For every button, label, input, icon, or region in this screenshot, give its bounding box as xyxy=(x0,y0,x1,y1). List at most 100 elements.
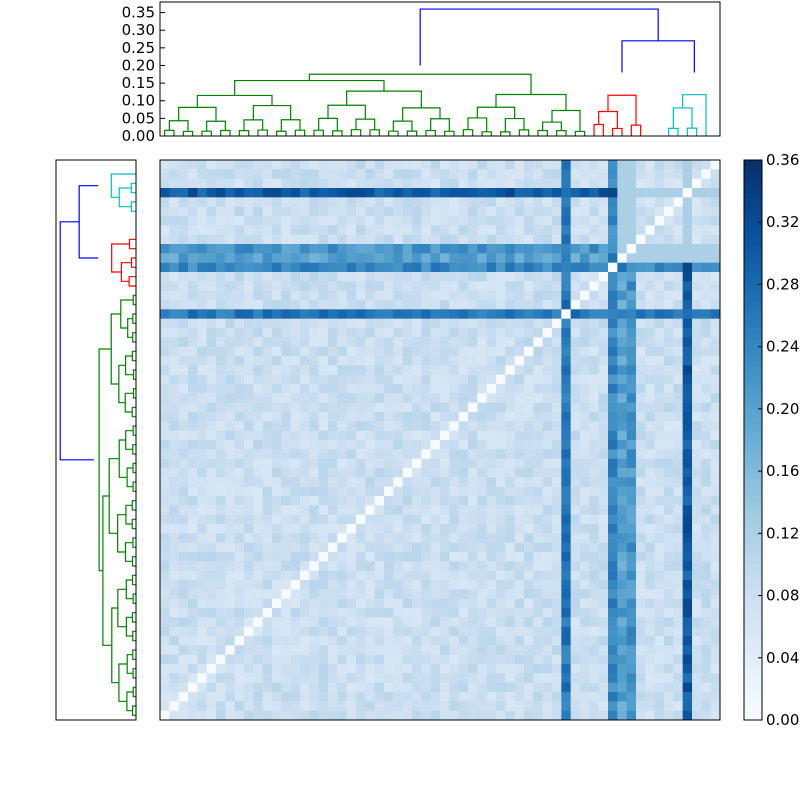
heatmap-cell xyxy=(430,692,441,702)
heatmap-cell xyxy=(589,570,599,581)
heatmap-cell xyxy=(272,253,282,263)
heatmap-cell xyxy=(626,692,637,702)
heatmap-cell xyxy=(337,533,347,543)
heatmap-cell xyxy=(505,421,515,431)
heatmap-cell xyxy=(318,468,329,478)
heatmap-cell xyxy=(225,580,235,590)
heatmap-cell xyxy=(272,244,282,254)
heatmap-cell xyxy=(486,440,497,450)
heatmap-cell xyxy=(216,430,226,441)
heatmap-cell xyxy=(440,290,450,301)
heatmap-cell xyxy=(496,253,506,263)
top-dendrogram-link xyxy=(168,120,189,132)
heatmap-cell xyxy=(496,234,506,245)
heatmap-cell xyxy=(552,197,562,207)
heatmap-cell xyxy=(636,468,646,478)
heatmap-cell xyxy=(552,570,562,581)
heatmap-cell xyxy=(692,412,702,422)
heatmap-cell xyxy=(300,253,310,263)
heatmap-cell xyxy=(365,178,375,189)
heatmap-cell xyxy=(272,430,282,441)
heatmap-cell xyxy=(505,514,515,525)
heatmap-cell xyxy=(206,356,217,366)
heatmap-cell xyxy=(533,449,543,459)
heatmap-cell xyxy=(664,505,674,515)
heatmap-cell xyxy=(160,580,170,590)
heatmap-cell xyxy=(234,197,245,207)
colorbar-segment xyxy=(744,501,762,508)
heatmap-cell xyxy=(393,496,403,506)
heatmap-cell xyxy=(692,542,702,553)
heatmap-cell xyxy=(486,188,497,198)
heatmap-cell xyxy=(458,253,469,263)
heatmap-cell xyxy=(346,682,357,693)
heatmap-cell xyxy=(692,356,702,366)
heatmap-cell xyxy=(244,421,254,431)
heatmap-cell xyxy=(496,178,506,189)
colorbar-segment xyxy=(744,232,762,239)
heatmap-cell xyxy=(430,486,441,497)
heatmap-cell xyxy=(188,262,198,273)
heatmap-cell xyxy=(421,225,431,235)
heatmap-cell xyxy=(486,169,497,179)
heatmap-cell xyxy=(300,449,310,459)
heatmap-cell xyxy=(253,673,263,683)
heatmap-cell xyxy=(598,234,609,245)
heatmap-cell xyxy=(514,262,525,273)
heatmap-cell xyxy=(356,234,366,245)
heatmap-cell xyxy=(505,598,515,609)
top-dendrogram-link xyxy=(518,129,530,136)
heatmap-cell xyxy=(356,673,366,683)
heatmap-cell xyxy=(430,393,441,403)
heatmap-cell xyxy=(458,197,469,207)
heatmap-cell xyxy=(477,225,487,235)
heatmap-cell xyxy=(365,216,375,226)
heatmap-cell xyxy=(682,468,693,478)
heatmap-cell xyxy=(393,244,403,254)
heatmap-cell xyxy=(645,701,655,711)
heatmap-cell xyxy=(216,188,226,198)
heatmap-cell xyxy=(701,673,711,683)
heatmap-cell xyxy=(430,188,441,198)
heatmap-cell xyxy=(440,272,450,282)
colorbar-segment xyxy=(744,552,762,558)
heatmap-cell xyxy=(309,225,319,235)
heatmap-cell xyxy=(617,169,627,179)
heatmap-cell xyxy=(570,169,581,179)
heatmap-cell xyxy=(421,281,431,291)
heatmap-cell xyxy=(626,710,637,721)
colorbar-segment xyxy=(744,591,762,598)
heatmap-cell xyxy=(701,682,711,693)
heatmap-cell xyxy=(402,160,413,170)
heatmap-cell xyxy=(561,468,571,478)
heatmap-cell xyxy=(244,710,254,721)
heatmap-cell xyxy=(542,496,553,506)
heatmap-cell xyxy=(486,477,497,487)
heatmap-cell xyxy=(402,169,413,179)
heatmap-cell xyxy=(654,710,665,721)
heatmap-cell xyxy=(598,197,609,207)
heatmap-cell xyxy=(477,346,487,357)
colorbar-segment xyxy=(744,440,762,446)
heatmap-cell xyxy=(188,440,198,450)
heatmap-cell xyxy=(262,337,273,347)
heatmap-cell xyxy=(598,412,609,422)
heatmap-cell xyxy=(514,346,525,357)
heatmap-cell xyxy=(654,328,665,338)
heatmap-cell xyxy=(626,356,637,366)
heatmap-cell xyxy=(654,318,665,329)
heatmap-cell xyxy=(570,188,581,198)
heatmap-cell xyxy=(440,486,450,497)
heatmap-cell xyxy=(542,262,553,273)
heatmap-cell xyxy=(253,346,263,357)
heatmap-cell xyxy=(589,701,599,711)
heatmap-cell xyxy=(533,318,543,329)
heatmap-cell xyxy=(197,169,207,179)
colorbar-segment xyxy=(744,619,762,626)
heatmap-cell xyxy=(477,636,487,646)
heatmap-cell xyxy=(496,337,506,347)
heatmap-cell xyxy=(188,533,198,543)
heatmap-cell xyxy=(272,384,282,394)
heatmap-cell xyxy=(468,281,478,291)
heatmap-cell xyxy=(514,580,525,590)
